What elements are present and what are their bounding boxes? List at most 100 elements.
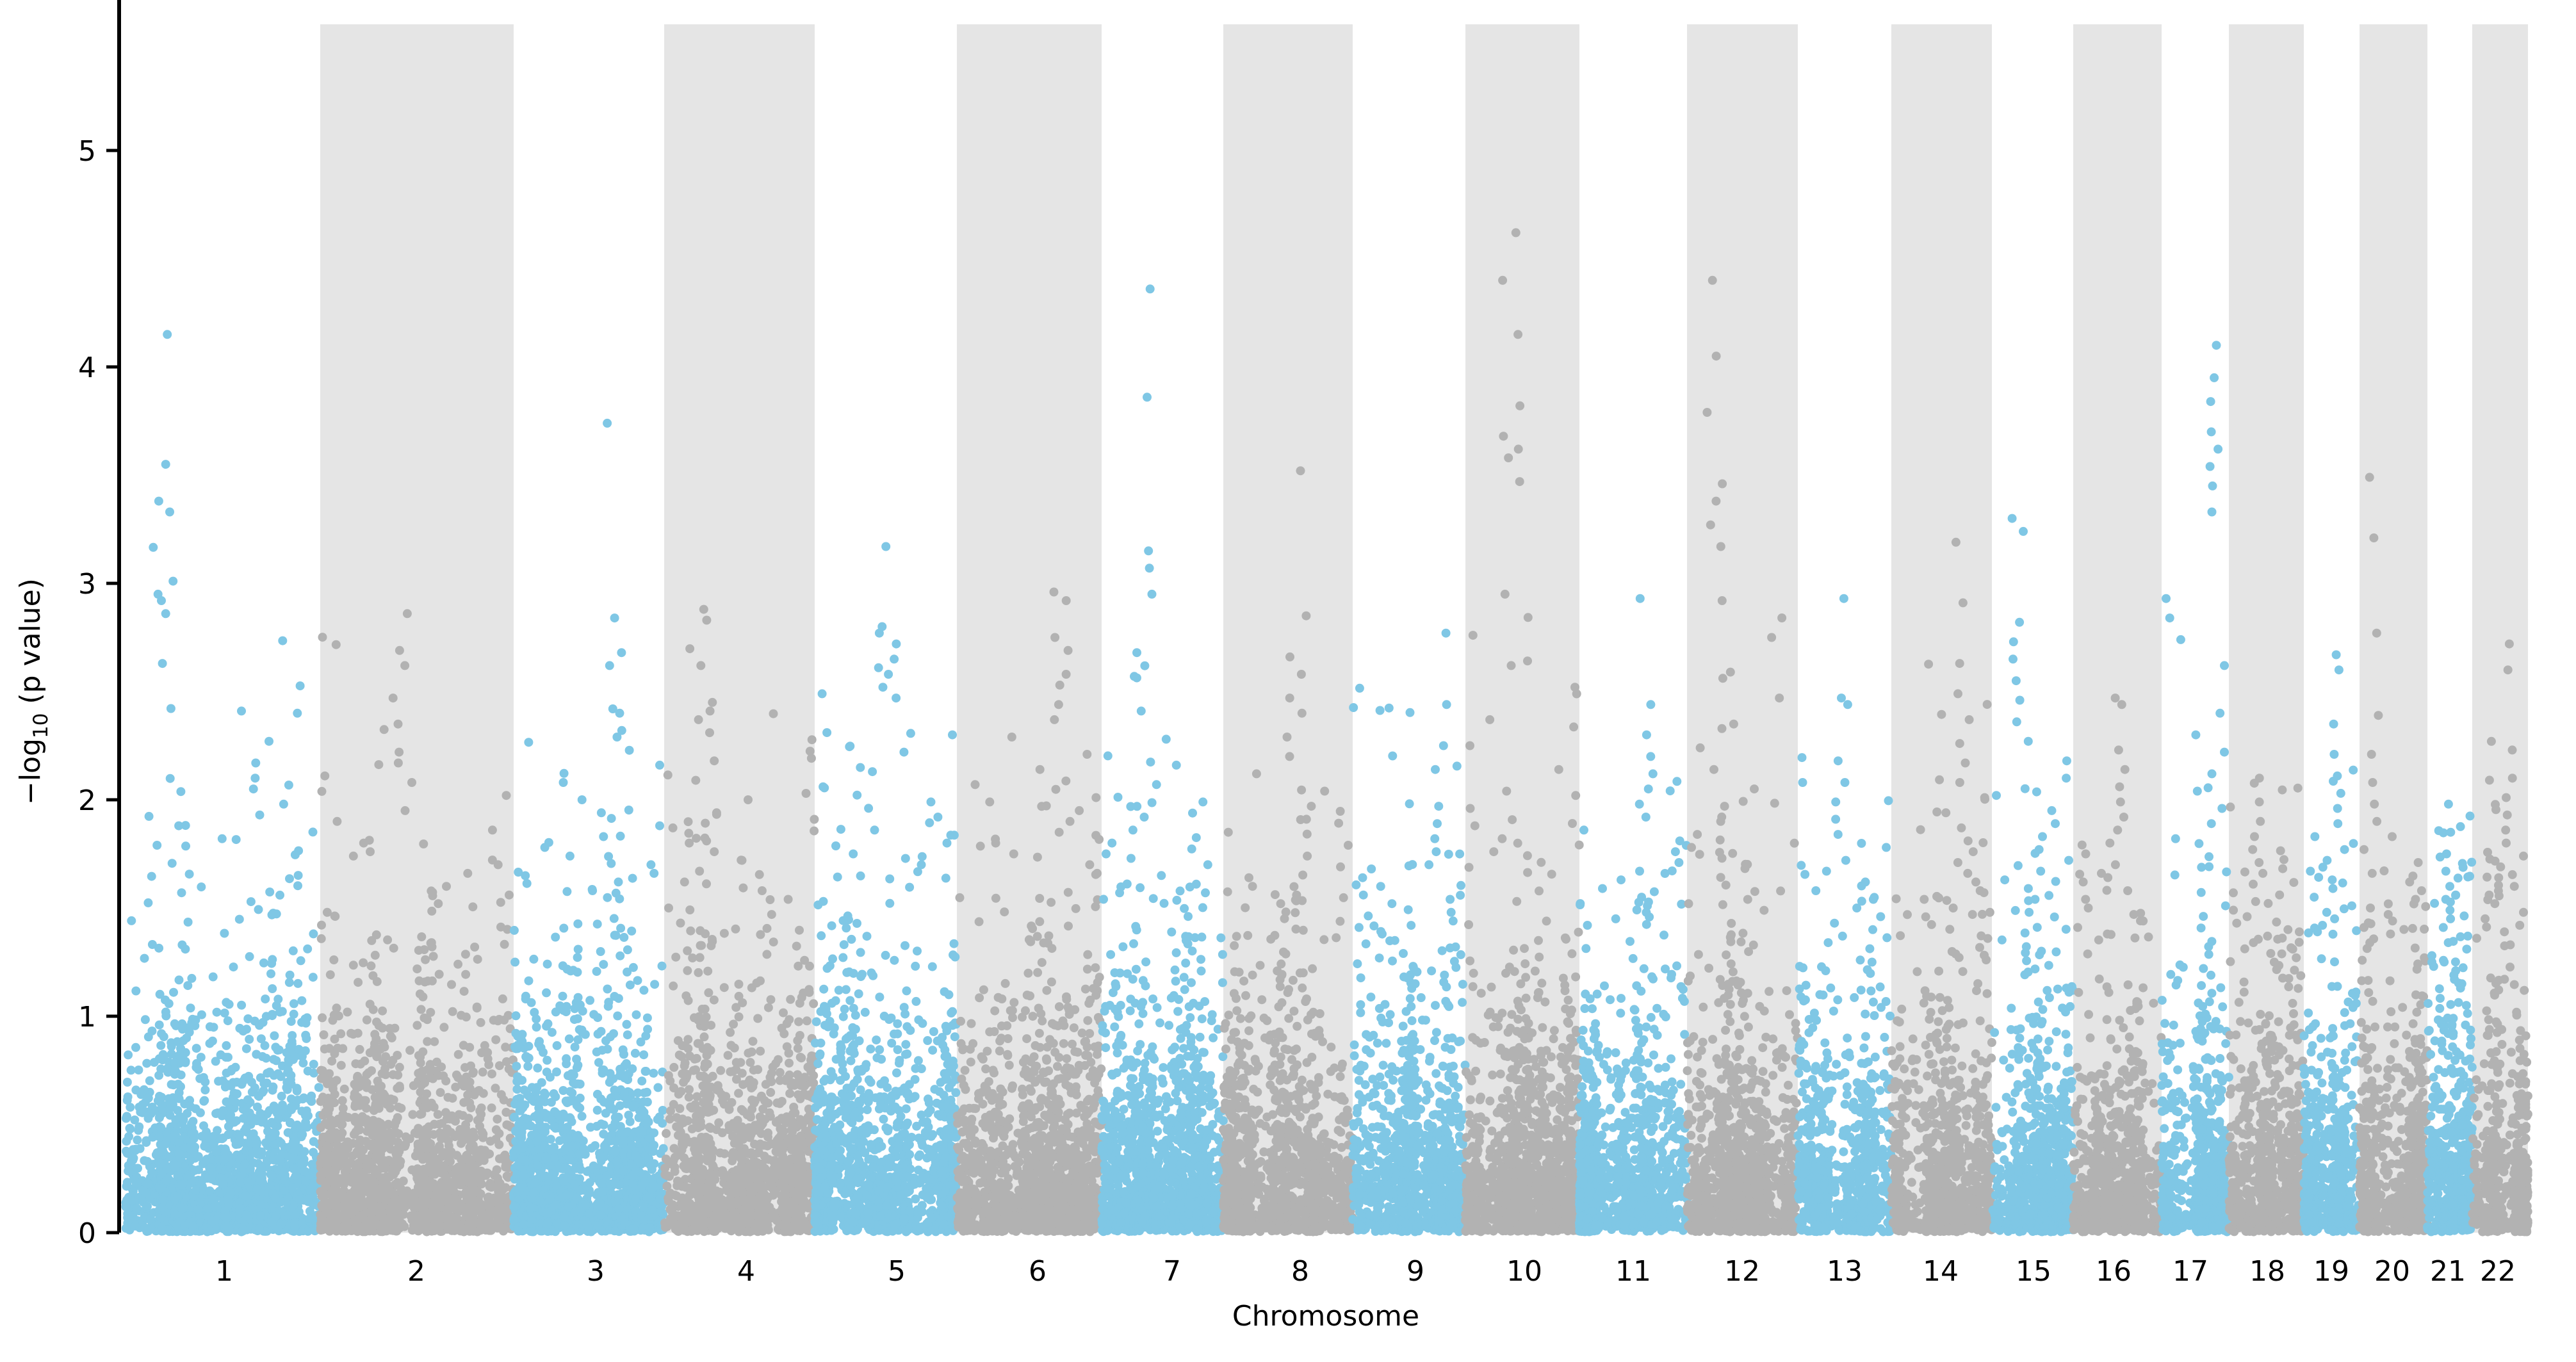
snp-top-hit xyxy=(1709,765,1718,774)
snp-top-hit xyxy=(705,728,714,738)
snp-top-hit xyxy=(1303,851,1312,861)
snp-top-hit xyxy=(1358,890,1368,900)
snp-top-hit xyxy=(991,838,1000,848)
snp-top-hit xyxy=(699,604,708,614)
snp-top-hit xyxy=(680,877,689,887)
chromosome-band-chr4 xyxy=(664,24,815,1233)
snp-top-hit xyxy=(2023,736,2033,746)
snp-top-hit xyxy=(493,860,503,870)
snp-top-hit xyxy=(2443,799,2453,809)
snp-top-hit xyxy=(1687,843,1696,852)
snp-top-hit xyxy=(2000,875,2010,885)
snp-top-hit xyxy=(251,758,261,768)
snp-top-hit xyxy=(1390,936,1399,945)
snp-top-hit xyxy=(2266,949,2276,958)
snp-top-hit xyxy=(649,868,659,878)
snp-top-hit xyxy=(603,418,612,428)
snp-top-hit xyxy=(2081,895,2091,904)
snp-top-hit xyxy=(1964,715,1974,724)
snp-top-hit xyxy=(2206,819,2216,829)
snp-top-hit xyxy=(1504,453,1513,462)
snp-top-hit xyxy=(1579,825,1588,835)
snp-top-hit xyxy=(1711,352,1721,361)
snp-points-chr22 xyxy=(2468,639,2532,1236)
snp-top-hit xyxy=(1387,899,1397,909)
snp-top-hit xyxy=(2502,838,2511,848)
snp-top-hit xyxy=(646,860,656,870)
snp-top-hit xyxy=(1297,708,1307,718)
snp-top-hit xyxy=(1725,667,1735,677)
snp-top-hit xyxy=(737,855,747,865)
snp-top-hit xyxy=(161,460,170,469)
snp-top-hit xyxy=(1513,444,1523,454)
x-axis-tick-label-chr9: 9 xyxy=(1406,1255,1424,1288)
chromosome-band-chr20 xyxy=(2360,24,2427,1233)
snp-top-hit xyxy=(710,756,719,766)
snp-top-hit xyxy=(2441,849,2451,859)
snp-top-hit xyxy=(2507,745,2517,755)
snp-top-hit xyxy=(1147,589,1157,599)
snp-top-hit xyxy=(1831,815,1841,824)
snp-top-hit xyxy=(1128,825,1137,835)
snp-top-hit xyxy=(2192,786,2202,796)
snp-top-hit xyxy=(265,736,273,746)
snp-top-hit xyxy=(2484,890,2494,900)
snp-top-hit xyxy=(505,890,514,900)
snp-top-hit xyxy=(1145,284,1155,294)
x-axis-tick-label-chr17: 17 xyxy=(2172,1255,2208,1288)
snp-top-hit xyxy=(1451,942,1460,952)
snp-points-chr6 xyxy=(952,587,1106,1236)
snp-top-hit xyxy=(1955,778,1964,787)
snp-top-hit xyxy=(395,645,404,655)
snp-top-hit xyxy=(249,784,258,794)
snp-top-hit xyxy=(608,704,617,713)
snp-top-hit xyxy=(2210,373,2219,382)
snp-top-hit xyxy=(2171,834,2180,843)
snp-top-hit xyxy=(217,834,227,843)
snp-top-hit xyxy=(1675,836,1684,846)
snp-top-hit xyxy=(1320,786,1330,796)
snp-top-hit xyxy=(892,639,901,649)
snp-top-hit xyxy=(1093,868,1102,878)
snp-top-hit xyxy=(1009,849,1018,859)
snp-top-hit xyxy=(1431,847,1441,857)
snp-top-hit xyxy=(1941,808,1951,818)
snp-top-hit xyxy=(1296,670,1306,679)
snp-top-hit xyxy=(1717,854,1727,863)
snp-top-hit xyxy=(1839,594,1848,603)
snp-top-hit xyxy=(1971,877,1980,887)
snp-top-hit xyxy=(1075,806,1084,815)
snp-top-hit xyxy=(708,697,717,707)
snp-top-hit xyxy=(2336,788,2345,798)
snp-top-hit xyxy=(1598,884,1607,893)
snp-top-hit xyxy=(1285,693,1294,703)
snp-top-hit xyxy=(1115,888,1125,898)
y-axis-tick-label: 1 xyxy=(78,1001,96,1034)
snp-top-hit xyxy=(1144,546,1153,556)
snp-top-hit xyxy=(2114,745,2123,755)
snp-top-hit xyxy=(1049,587,1059,597)
snp-top-hit xyxy=(612,733,622,742)
x-axis-tick-label-chr11: 11 xyxy=(1615,1255,1651,1288)
snp-top-hit xyxy=(1840,778,1850,787)
snp-top-hit xyxy=(1007,733,1016,742)
x-axis-tick-label-chr7: 7 xyxy=(1163,1255,1181,1288)
snp-top-hit xyxy=(1511,228,1520,238)
x-axis-tick-label-chr13: 13 xyxy=(1827,1255,1863,1288)
y-axis-title: −log10 (p value) xyxy=(14,578,53,805)
snp-top-hit xyxy=(1376,882,1385,891)
snp-top-hit xyxy=(1465,804,1475,813)
snp-top-hit xyxy=(2015,617,2025,627)
snp-top-hit xyxy=(1706,520,1715,530)
y-axis-tick-label: 3 xyxy=(78,568,96,601)
snp-top-hit xyxy=(2366,904,2375,912)
snp-top-hit xyxy=(868,767,877,777)
snp-top-hit xyxy=(1050,633,1060,642)
snp-top-hit xyxy=(890,654,899,664)
y-axis xyxy=(106,0,121,1235)
snp-top-hit xyxy=(849,849,858,859)
snp-top-hit xyxy=(1085,860,1095,870)
snp-top-hit xyxy=(1711,496,1721,506)
x-axis-tick-label-chr10: 10 xyxy=(1506,1255,1542,1288)
snp-top-hit xyxy=(1646,752,1656,761)
